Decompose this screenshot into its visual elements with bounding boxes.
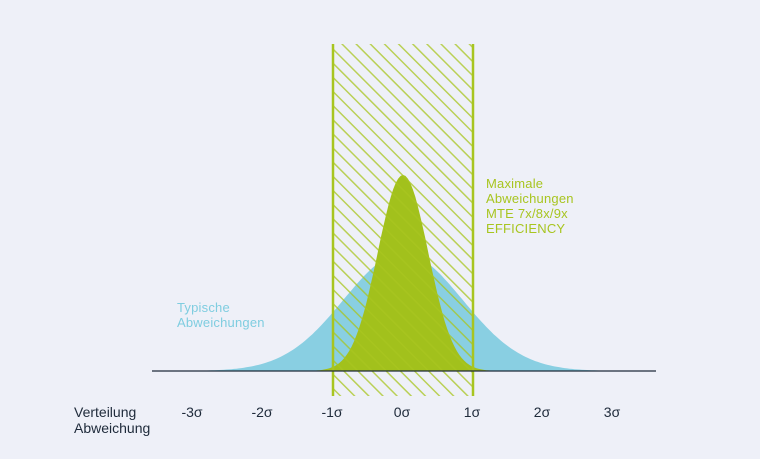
x-tick-label: 2σ [533,404,551,420]
typical-label-line: Typische [177,300,230,315]
x-axis-title-line: Abweichung [74,420,151,436]
max-label-line: MTE 7x/8x/9x [486,206,568,221]
x-tick-label: 0σ [393,404,411,420]
tolerance-band [333,44,473,396]
x-tick-label: 3σ [603,404,621,420]
max-label-line: Maximale [486,176,544,191]
max-label-line: EFFICIENCY [486,221,566,236]
x-tick-label: -1σ [321,404,343,420]
x-tick-label: -3σ [181,404,203,420]
x-tick-label: -2σ [251,404,273,420]
max-deviation-label: Maximale Abweichungen MTE 7x/8x/9x EFFIC… [486,176,574,236]
x-axis-title: Verteilung Abweichung [74,404,150,436]
x-tick-label: 1σ [463,404,481,420]
typical-label-line: Abweichungen [177,315,265,330]
x-axis-title-line: Verteilung [74,404,137,420]
typical-deviation-label: Typische Abweichungen [177,300,265,330]
max-label-line: Abweichungen [486,191,574,206]
